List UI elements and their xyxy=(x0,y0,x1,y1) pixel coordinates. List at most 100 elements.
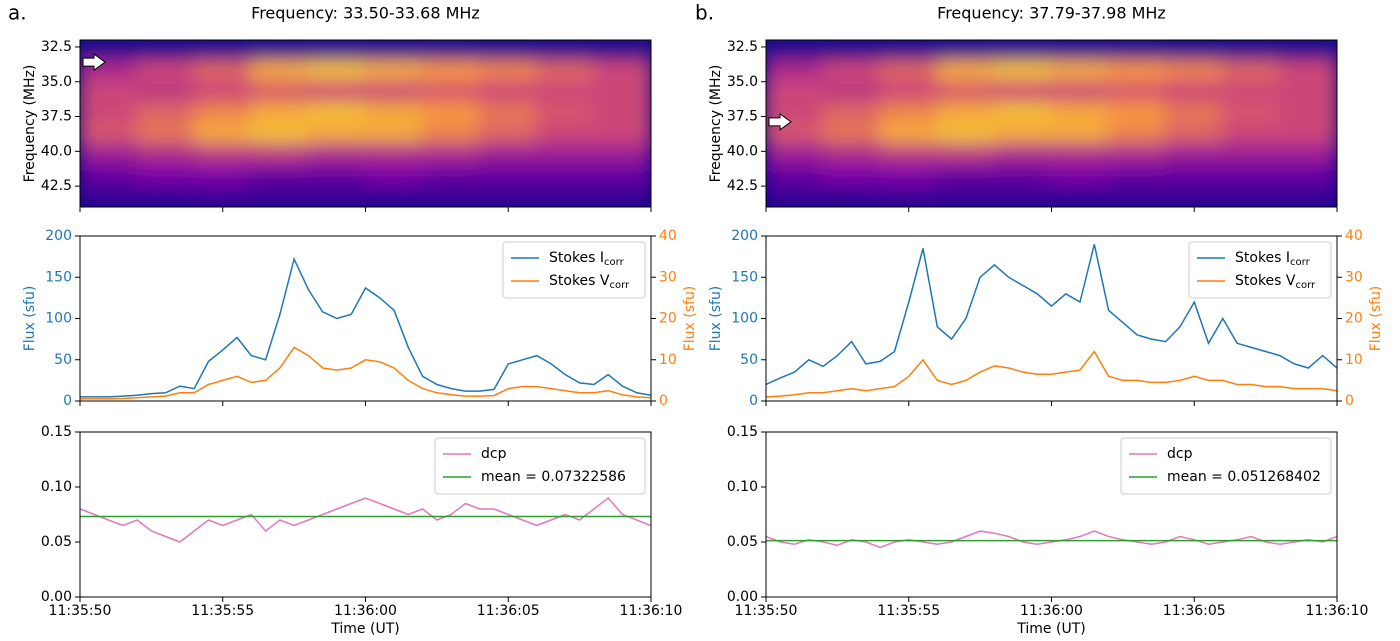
legend-name: Stokes V xyxy=(1235,273,1296,289)
heatmap-cell xyxy=(193,143,253,167)
series-line xyxy=(80,346,651,400)
heatmap-cell xyxy=(535,101,595,125)
legend-subscript: corr xyxy=(609,280,630,291)
heatmap-cell xyxy=(193,59,253,83)
y2-tick-label: 10 xyxy=(1345,352,1363,368)
heatmap-cell xyxy=(136,185,196,207)
heatmap-cell xyxy=(421,143,481,167)
x-axis-label: Time (UT) xyxy=(1016,621,1085,637)
heatmap-cell xyxy=(364,40,424,62)
heatmap-cell xyxy=(1164,122,1224,146)
heatmap-cell xyxy=(766,164,825,188)
heatmap-cell xyxy=(822,80,882,104)
heatmap-cell xyxy=(936,185,996,207)
y-tick-label: 0.00 xyxy=(727,589,758,605)
series-line xyxy=(766,244,1337,386)
heatmap-cell xyxy=(1107,143,1167,167)
heatmap-cell xyxy=(250,80,310,104)
heatmap-cell xyxy=(1050,143,1110,167)
heatmap-cell xyxy=(993,40,1053,62)
plot-area xyxy=(80,496,651,543)
heatmap-cell xyxy=(535,164,595,188)
heatmap-cell xyxy=(936,40,996,62)
heatmap-cell xyxy=(250,122,310,146)
y-tick-label: 0 xyxy=(749,393,758,409)
heatmap-cell xyxy=(1221,59,1281,83)
heatmap-cell xyxy=(136,80,196,104)
chart-title: Frequency: 33.50-33.68 MHz xyxy=(251,4,480,23)
legend-name: dcp xyxy=(1167,446,1193,462)
heatmap-cell xyxy=(421,164,481,188)
heatmap-cell xyxy=(993,80,1053,104)
heatmap-cell xyxy=(936,80,996,104)
legend-name: Stokes I xyxy=(1235,250,1290,266)
heatmap-cell xyxy=(879,80,939,104)
heatmap-cell xyxy=(1221,101,1281,125)
heatmap-cell xyxy=(250,40,310,62)
heatmap-cell xyxy=(879,164,939,188)
heatmap-cell xyxy=(592,122,651,146)
heatmap-cell xyxy=(879,101,939,125)
heatmap-cell xyxy=(993,185,1053,207)
y-tick-label: 37.5 xyxy=(41,109,72,125)
heatmap-cell xyxy=(421,122,481,146)
y-tick-label: 0.15 xyxy=(727,424,758,440)
heatmap-cell xyxy=(1050,101,1110,125)
heatmap-cell xyxy=(364,101,424,125)
y2-tick-label: 20 xyxy=(1345,311,1363,327)
heatmap-cell xyxy=(307,164,367,188)
heatmap-cell xyxy=(136,101,196,125)
heatmap-cell xyxy=(936,164,996,188)
heatmap-cell xyxy=(250,59,310,83)
heatmap-cell xyxy=(993,101,1053,125)
heatmap-cell xyxy=(307,40,367,62)
heatmap-cell xyxy=(1278,80,1337,104)
heatmap-cell xyxy=(1164,80,1224,104)
heatmap-cell xyxy=(879,40,939,62)
legend-name: mean = 0.07322586 xyxy=(481,469,626,485)
heatmap-cell xyxy=(766,59,825,83)
y2-tick-label: 30 xyxy=(659,269,677,285)
legend-subscript: corr xyxy=(1295,280,1316,291)
x-tick-label: 11:36:05 xyxy=(1163,603,1226,619)
heatmap-cell xyxy=(535,59,595,83)
heatmap-cell xyxy=(478,164,538,188)
legend-label: Stokes Vcorr xyxy=(549,273,630,291)
y-axis-label: Frequency (MHz) xyxy=(708,65,724,183)
heatmap-cell xyxy=(421,59,481,83)
heatmap-cell xyxy=(1107,80,1167,104)
heatmap-cell xyxy=(822,185,882,207)
heatmap-cell xyxy=(193,80,253,104)
y-tick-label: 40.0 xyxy=(41,143,72,159)
heatmap-cell xyxy=(421,101,481,125)
heatmap-cell xyxy=(364,185,424,207)
heatmap-cell xyxy=(1164,101,1224,125)
heatmap-cell xyxy=(136,40,196,62)
heatmap-cell xyxy=(250,143,310,167)
heatmap-cell xyxy=(478,122,538,146)
legend-subscript: corr xyxy=(604,257,625,268)
heatmap-cell xyxy=(364,143,424,167)
y-tick-label: 50 xyxy=(54,352,72,368)
y2-tick-label: 40 xyxy=(1345,228,1363,244)
heatmap-cell xyxy=(1164,143,1224,167)
x-tick-label: 11:36:10 xyxy=(620,603,683,619)
heatmap-cell xyxy=(766,80,825,104)
x-tick-label: 11:36:00 xyxy=(1020,603,1083,619)
heatmap-cell xyxy=(1164,40,1224,62)
heatmap-cell xyxy=(879,122,939,146)
heatmap-cell xyxy=(193,40,253,62)
heatmap-cell xyxy=(822,101,882,125)
heatmap-cell xyxy=(879,185,939,207)
heatmap-cell xyxy=(364,80,424,104)
legend-box xyxy=(1188,241,1332,299)
heatmap-cell xyxy=(478,185,538,207)
heatmap-cell xyxy=(364,122,424,146)
legend-box xyxy=(434,437,646,495)
x-tick-label: 11:35:55 xyxy=(191,603,254,619)
heatmap-cell xyxy=(1107,59,1167,83)
legend-label: Stokes Icorr xyxy=(1235,250,1311,268)
plot-area xyxy=(766,244,1337,398)
heatmap-cell xyxy=(592,80,651,104)
